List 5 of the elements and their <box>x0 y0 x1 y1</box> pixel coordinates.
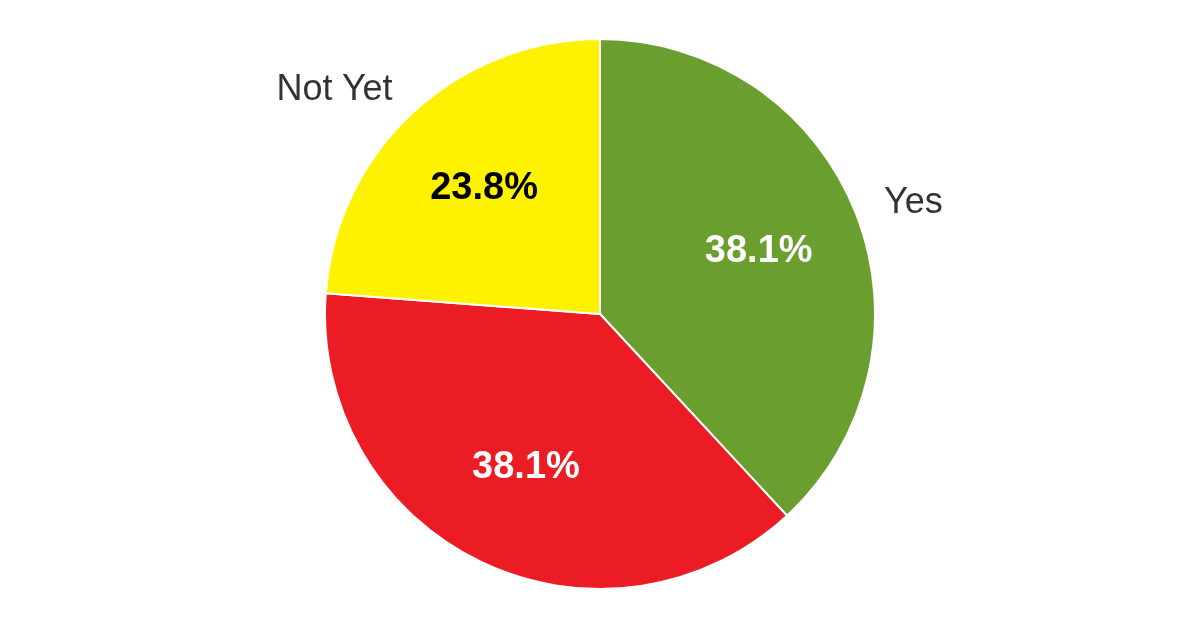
data-label: 38.1% <box>704 228 813 271</box>
slice-label: Yes <box>883 179 943 221</box>
data-label: 38.1% <box>472 444 580 487</box>
data-label: 23.8% <box>430 165 538 208</box>
slice-label: Not Yet <box>276 67 393 109</box>
